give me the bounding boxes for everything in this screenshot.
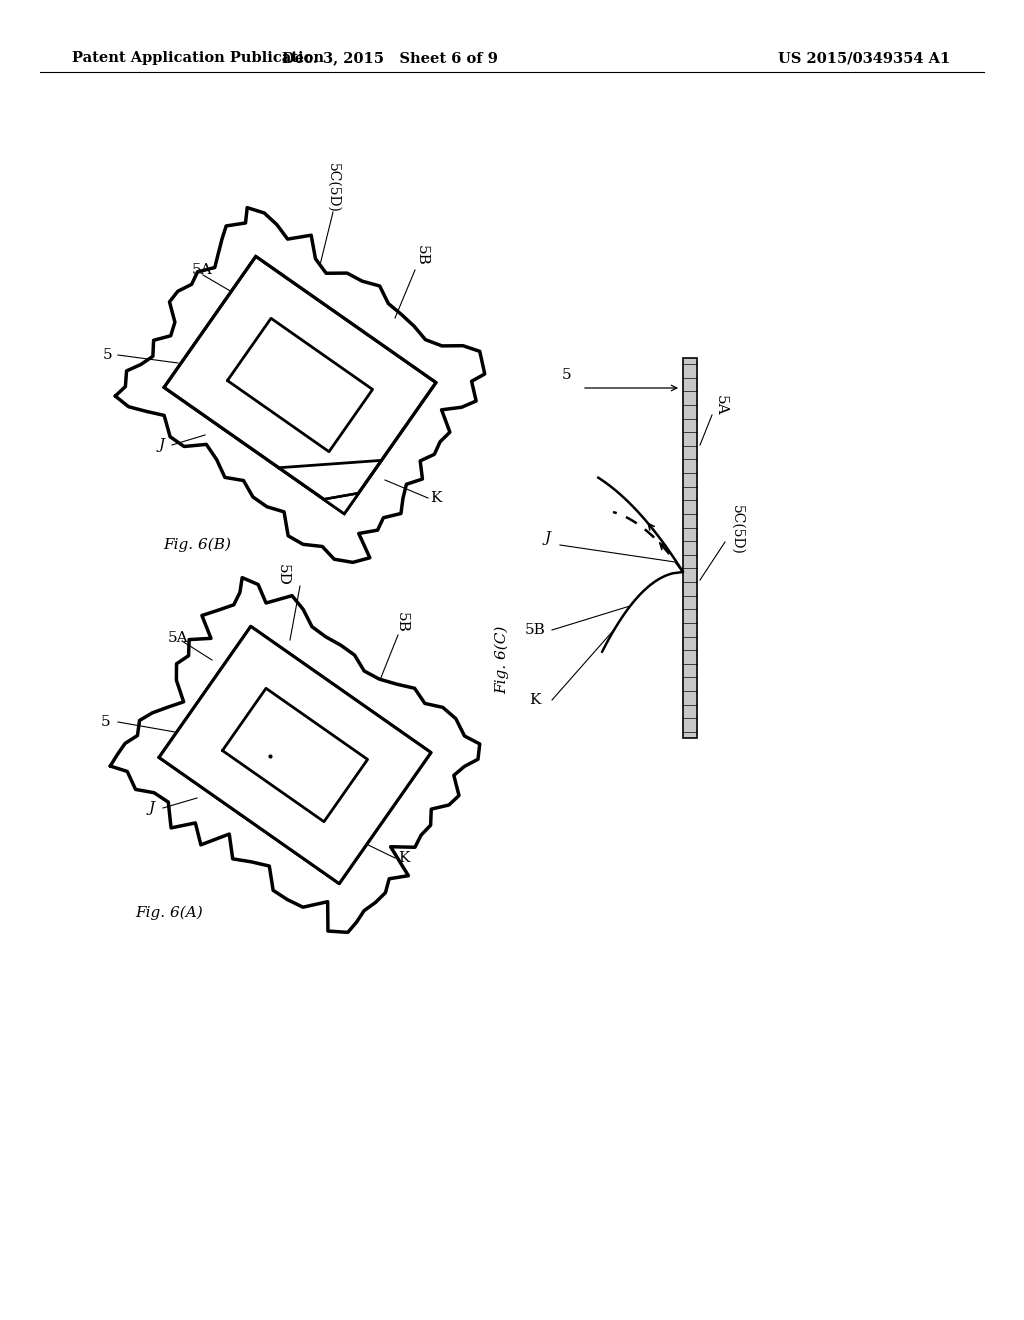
- Text: J: J: [148, 801, 155, 814]
- Text: 5B: 5B: [415, 244, 429, 265]
- Text: 5A: 5A: [168, 631, 188, 645]
- Text: K: K: [529, 693, 541, 708]
- Text: US 2015/0349354 A1: US 2015/0349354 A1: [778, 51, 950, 65]
- Polygon shape: [234, 325, 376, 455]
- Text: Fig. 6(B): Fig. 6(B): [163, 537, 231, 552]
- Polygon shape: [324, 494, 358, 513]
- Text: 5: 5: [102, 348, 112, 362]
- Text: Dec. 3, 2015   Sheet 6 of 9: Dec. 3, 2015 Sheet 6 of 9: [282, 51, 498, 65]
- Text: 5: 5: [100, 715, 110, 729]
- Bar: [683, 358, 697, 738]
- Text: 5A: 5A: [714, 395, 728, 416]
- Text: Fig. 6(C): Fig. 6(C): [495, 626, 509, 694]
- Polygon shape: [164, 256, 436, 513]
- Text: 5A: 5A: [193, 263, 213, 277]
- Text: 5C(5D): 5C(5D): [730, 506, 744, 554]
- Text: J: J: [545, 531, 551, 545]
- Polygon shape: [161, 628, 430, 882]
- Text: K: K: [398, 851, 410, 865]
- Text: 5B: 5B: [395, 611, 409, 632]
- Text: 5C(5D): 5C(5D): [326, 164, 340, 213]
- Text: 5B: 5B: [524, 623, 546, 638]
- Text: K: K: [430, 491, 441, 506]
- Text: 5: 5: [562, 368, 571, 381]
- Text: 5D: 5D: [276, 564, 290, 586]
- Text: Patent Application Publication: Patent Application Publication: [72, 51, 324, 65]
- Text: Fig. 6(A): Fig. 6(A): [135, 906, 203, 920]
- Text: J: J: [159, 438, 165, 451]
